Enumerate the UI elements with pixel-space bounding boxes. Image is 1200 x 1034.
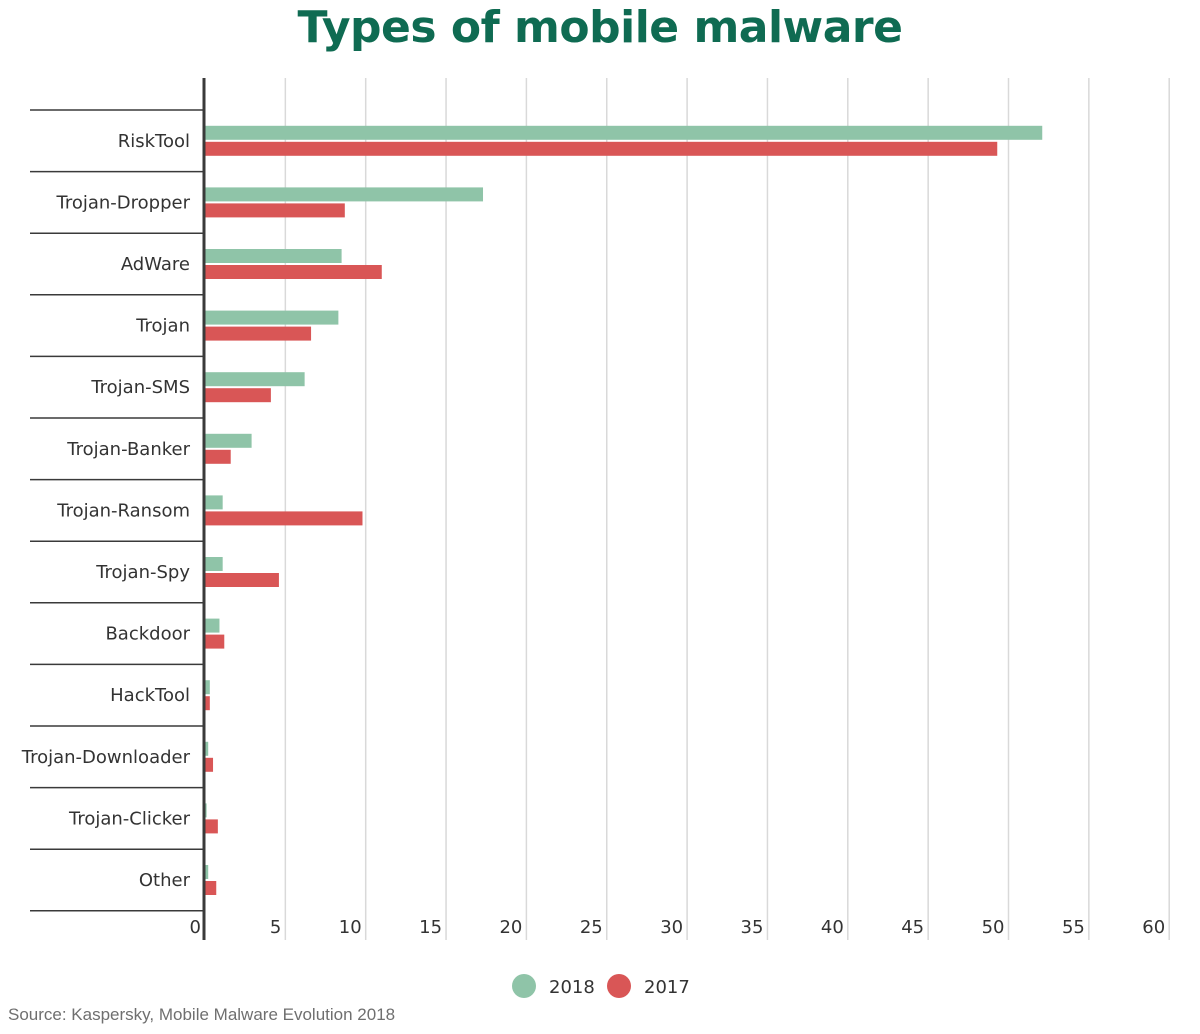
category-label: Trojan-SMS: [90, 377, 190, 398]
bar-2017: [205, 265, 382, 279]
legend-marker: [607, 974, 631, 998]
x-tick-label: 15: [419, 917, 442, 938]
x-tick-label: 50: [982, 917, 1005, 938]
legend-label: 2017: [644, 977, 690, 998]
bar-2018: [205, 741, 209, 756]
bar-2017: [205, 449, 231, 464]
category-label: Trojan-Ransom: [56, 500, 190, 521]
x-tick-label: 40: [821, 917, 844, 938]
x-tick-label: 30: [660, 917, 683, 938]
category-label: Backdoor: [105, 624, 190, 645]
bar-2018: [205, 372, 305, 387]
bar-2017: [205, 511, 363, 526]
x-tick-label: 45: [901, 917, 924, 938]
bar-2018: [205, 680, 210, 695]
bar-2017: [205, 881, 217, 895]
bar-2017: [205, 326, 312, 341]
x-tick-label: 25: [580, 917, 603, 938]
bar-2018: [205, 187, 484, 202]
x-tick-label: 60: [1142, 917, 1165, 938]
bar-2017: [205, 757, 214, 772]
x-tick-label: 10: [339, 917, 362, 938]
legend-marker: [512, 974, 536, 998]
bar-2017: [205, 203, 345, 218]
bar-2017: [205, 696, 210, 711]
bar-2017: [205, 819, 218, 834]
chart-title: Types of mobile malware: [297, 2, 903, 53]
category-label: RiskTool: [118, 131, 190, 152]
bar-2018: [205, 125, 1043, 140]
category-label: Other: [139, 870, 191, 891]
bar-2017: [205, 388, 271, 403]
bar-2018: [205, 618, 220, 633]
category-label: Trojan-Spy: [95, 562, 190, 583]
bar-2017: [205, 573, 279, 587]
bar-2018: [205, 557, 223, 571]
bar-2018: [205, 865, 209, 879]
x-tick-label: 20: [499, 917, 522, 938]
category-label: Trojan-Dropper: [55, 192, 190, 213]
legend-label: 2018: [549, 977, 595, 998]
bar-2018: [205, 803, 207, 818]
x-tick-label: 35: [741, 917, 764, 938]
bar-2018: [205, 249, 342, 263]
bar-2018: [205, 495, 223, 510]
x-tick-label: 0: [190, 917, 201, 938]
category-label: HackTool: [110, 685, 190, 706]
x-tick-label: 55: [1062, 917, 1085, 938]
bar-2018: [205, 433, 252, 448]
category-label: Trojan-Banker: [66, 439, 190, 460]
source-note: Source: Kaspersky, Mobile Malware Evolut…: [8, 1005, 396, 1024]
bar-2018: [205, 310, 339, 325]
bar-2017: [205, 634, 225, 649]
category-label: AdWare: [121, 254, 190, 275]
x-tick-label: 5: [270, 917, 281, 938]
category-label: Trojan: [135, 316, 190, 337]
category-label: Trojan-Downloader: [21, 747, 191, 768]
bar-2017: [205, 141, 998, 156]
category-label: Trojan-Clicker: [68, 808, 191, 829]
